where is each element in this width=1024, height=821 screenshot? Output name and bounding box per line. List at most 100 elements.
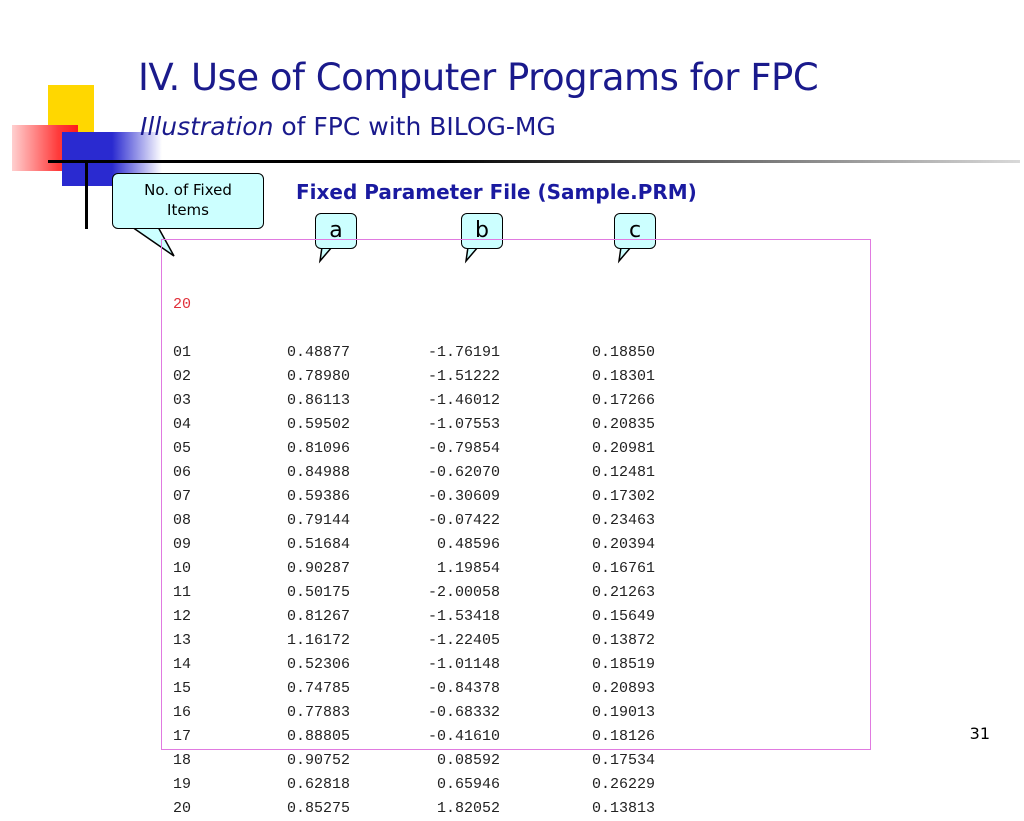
param-b: -0.84378: [427, 680, 500, 697]
callout-fixed-items-line1: No. of Fixed: [144, 181, 232, 199]
param-a: 0.90752: [286, 752, 350, 769]
parameter-row: 01 0.48877 -1.76191 0.18850: [173, 341, 655, 365]
param-a: 0.81267: [286, 608, 350, 625]
param-a: 0.86113: [286, 392, 350, 409]
slide-title: IV. Use of Computer Programs for FPC: [138, 56, 819, 99]
parameter-file-content: 20 01 0.48877 -1.76191 0.18850 02 0.78980 -1.5…: [173, 245, 655, 821]
item-id: 14: [173, 656, 192, 673]
param-c: 0.21263: [591, 584, 655, 601]
parameter-row: 17 0.88805 -0.41610 0.18126: [173, 725, 655, 749]
item-id: 06: [173, 464, 192, 481]
parameter-row: 19 0.62818 0.65946 0.26229: [173, 773, 655, 797]
param-a: 0.77883: [286, 704, 350, 721]
decor-vertical-line: [85, 163, 88, 229]
parameter-row: 02 0.78980 -1.51222 0.18301: [173, 365, 655, 389]
parameter-row: 10 0.90287 1.19854 0.16761: [173, 557, 655, 581]
param-a: 0.79144: [286, 512, 350, 529]
param-a: 1.16172: [286, 632, 350, 649]
item-id: 09: [173, 536, 192, 553]
item-id: 03: [173, 392, 192, 409]
param-a: 0.51684: [286, 536, 350, 553]
param-c: 0.17266: [591, 392, 655, 409]
param-a: 0.62818: [286, 776, 350, 793]
callout-fixed-items-line2: Items: [167, 201, 209, 219]
param-c: 0.17302: [591, 488, 655, 505]
param-a: 0.59502: [286, 416, 350, 433]
param-a: 0.48877: [286, 344, 350, 361]
item-id: 12: [173, 608, 192, 625]
param-b: 1.82052: [436, 800, 500, 817]
param-a: 0.88805: [286, 728, 350, 745]
param-b: -1.51222: [427, 368, 500, 385]
param-c: 0.18301: [591, 368, 655, 385]
item-id: 13: [173, 632, 192, 649]
param-c: 0.26229: [591, 776, 655, 793]
param-a: 0.59386: [286, 488, 350, 505]
parameter-row: 05 0.81096 -0.79854 0.20981: [173, 437, 655, 461]
param-a: 0.74785: [286, 680, 350, 697]
item-id: 02: [173, 368, 192, 385]
param-c: 0.12481: [591, 464, 655, 481]
item-id: 18: [173, 752, 192, 769]
param-a: 0.52306: [286, 656, 350, 673]
parameter-row: 06 0.84988 -0.62070 0.12481: [173, 461, 655, 485]
callout-a: a: [315, 213, 357, 249]
param-b: -0.07422: [427, 512, 500, 529]
parameter-row: 09 0.51684 0.48596 0.20394: [173, 533, 655, 557]
param-a: 0.78980: [286, 368, 350, 385]
param-b: -0.30609: [427, 488, 500, 505]
param-b: -1.07553: [427, 416, 500, 433]
param-c: 0.18126: [591, 728, 655, 745]
param-b: -1.53418: [427, 608, 500, 625]
parameter-row: 12 0.81267 -1.53418 0.15649: [173, 605, 655, 629]
item-count-line: 20: [173, 293, 655, 317]
param-c: 0.19013: [591, 704, 655, 721]
param-b: -0.62070: [427, 464, 500, 481]
parameter-row: 04 0.59502 -1.07553 0.20835: [173, 413, 655, 437]
param-a: 0.50175: [286, 584, 350, 601]
param-c: 0.23463: [591, 512, 655, 529]
parameter-row: 15 0.74785 -0.84378 0.20893: [173, 677, 655, 701]
page-number: 31: [969, 724, 990, 743]
parameter-row: 08 0.79144 -0.07422 0.23463: [173, 509, 655, 533]
param-b: -2.00058: [427, 584, 500, 601]
callout-fixed-items: No. of Fixed Items: [112, 173, 264, 229]
subtitle-rest: of FPC with BILOG-MG: [273, 112, 556, 141]
param-b: 0.08592: [436, 752, 500, 769]
param-b: 0.65946: [436, 776, 500, 793]
item-id: 04: [173, 416, 192, 433]
param-c: 0.18519: [591, 656, 655, 673]
param-c: 0.20981: [591, 440, 655, 457]
item-id: 20: [173, 800, 192, 817]
item-id: 07: [173, 488, 192, 505]
param-c: 0.20893: [591, 680, 655, 697]
parameter-row: 20 0.85275 1.82052 0.13813: [173, 797, 655, 821]
file-heading: Fixed Parameter File (Sample.PRM): [296, 180, 697, 204]
item-id: 15: [173, 680, 192, 697]
param-b: -1.22405: [427, 632, 500, 649]
item-id: 01: [173, 344, 192, 361]
parameter-row: 16 0.77883 -0.68332 0.19013: [173, 701, 655, 725]
item-id: 19: [173, 776, 192, 793]
param-a: 0.84988: [286, 464, 350, 481]
param-c: 0.13813: [591, 800, 655, 817]
title-divider-line: [48, 160, 1020, 163]
param-a: 0.90287: [286, 560, 350, 577]
param-b: 1.19854: [436, 560, 500, 577]
item-id: 08: [173, 512, 192, 529]
item-id: 16: [173, 704, 192, 721]
param-a: 0.85275: [286, 800, 350, 817]
parameter-row: 11 0.50175 -2.00058 0.21263: [173, 581, 655, 605]
callout-c: c: [614, 213, 656, 249]
param-b: -1.46012: [427, 392, 500, 409]
param-c: 0.13872: [591, 632, 655, 649]
param-b: -1.01148: [427, 656, 500, 673]
item-count: 20: [173, 296, 192, 313]
param-b: 0.48596: [436, 536, 500, 553]
callout-b: b: [461, 213, 503, 249]
item-id: 10: [173, 560, 192, 577]
param-b: -1.76191: [427, 344, 500, 361]
item-id: 11: [173, 584, 192, 601]
slide-subtitle: Illustration of FPC with BILOG-MG: [140, 112, 556, 141]
param-c: 0.18850: [591, 344, 655, 361]
